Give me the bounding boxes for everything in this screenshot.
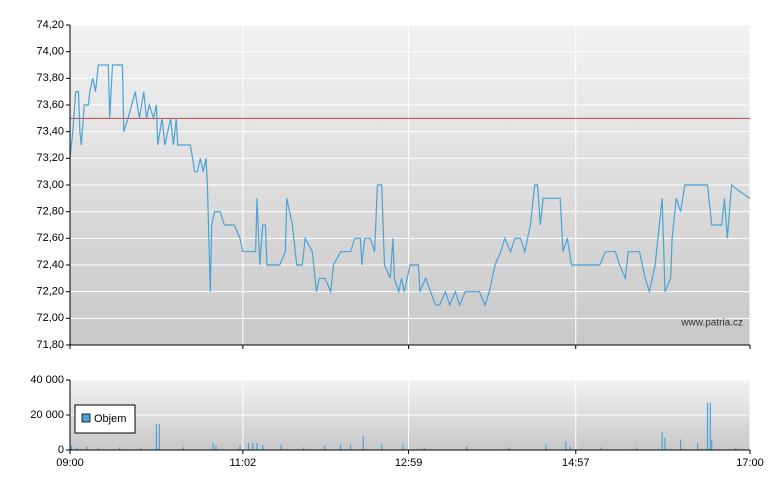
volume-bar <box>664 437 666 450</box>
volume-bar <box>565 441 567 450</box>
volume-bar <box>280 444 282 450</box>
x-tick-label: 17:00 <box>736 457 764 469</box>
volume-bar <box>212 443 214 450</box>
volume-bar <box>140 448 142 450</box>
volume-bar <box>508 447 510 450</box>
y-tick-label: 73,60 <box>36 99 64 111</box>
y-tick-label: 73,80 <box>36 72 64 84</box>
y-tick-label: 72,00 <box>36 312 64 324</box>
volume-bar <box>339 444 342 450</box>
y-tick-label: 71,80 <box>36 339 64 351</box>
volume-bar <box>303 447 305 450</box>
volume-bar <box>118 447 121 450</box>
watermark: www.patria.cz <box>680 318 743 329</box>
x-tick-label: 14:57 <box>562 457 590 469</box>
volume-bar <box>76 447 78 450</box>
volume-bar <box>679 439 682 450</box>
volume-bar <box>256 443 258 450</box>
volume-bar <box>158 423 160 450</box>
volume-bar <box>569 446 571 450</box>
volume-bar <box>735 447 737 450</box>
y-tick-label: 73,40 <box>36 126 64 138</box>
legend-label: Objem <box>94 413 126 425</box>
volume-bar <box>709 402 711 450</box>
y-tick-label: 20 000 <box>30 409 64 421</box>
y-tick-label: 72,60 <box>36 232 64 244</box>
volume-bar <box>324 445 326 450</box>
y-tick-label: 73,00 <box>36 179 64 191</box>
volume-bar <box>215 445 217 450</box>
y-tick-label: 72,80 <box>36 206 64 218</box>
volume-bar <box>466 446 468 450</box>
volume-bar <box>706 402 709 450</box>
volume-bar <box>402 444 404 450</box>
x-tick-label: 11:02 <box>229 457 256 469</box>
volume-bar <box>696 443 699 450</box>
legend-swatch <box>81 413 91 423</box>
volume-bar <box>362 436 364 450</box>
volume-bar <box>349 444 352 450</box>
volume-bar <box>155 423 158 450</box>
x-tick-label: 12:59 <box>395 457 423 469</box>
volume-bar <box>545 444 547 450</box>
volume-bar <box>252 443 254 450</box>
volume-bar <box>239 445 241 450</box>
y-tick-label: 40 000 <box>30 374 64 386</box>
y-tick-label: 72,40 <box>36 259 64 271</box>
y-tick-label: 74,20 <box>36 19 64 31</box>
volume-bar <box>636 447 638 450</box>
volume-bar <box>262 444 264 450</box>
volume-bar <box>711 439 713 450</box>
y-tick-label: 0 <box>58 444 64 456</box>
y-tick-label: 74,00 <box>36 46 64 58</box>
y-tick-label: 72,20 <box>36 286 64 298</box>
volume-bar <box>70 445 73 450</box>
volume-bar <box>86 446 88 450</box>
volume-bar <box>661 432 663 450</box>
y-tick-label: 73,20 <box>36 152 64 164</box>
volume-bar <box>182 447 184 450</box>
volume-bar <box>97 448 99 450</box>
volume-bar <box>381 444 383 450</box>
volume-bar <box>247 443 250 450</box>
volume-bar <box>600 447 602 450</box>
price-line <box>69 64 751 307</box>
volume-bar <box>423 447 425 450</box>
x-tick-label: 09:00 <box>56 457 84 469</box>
